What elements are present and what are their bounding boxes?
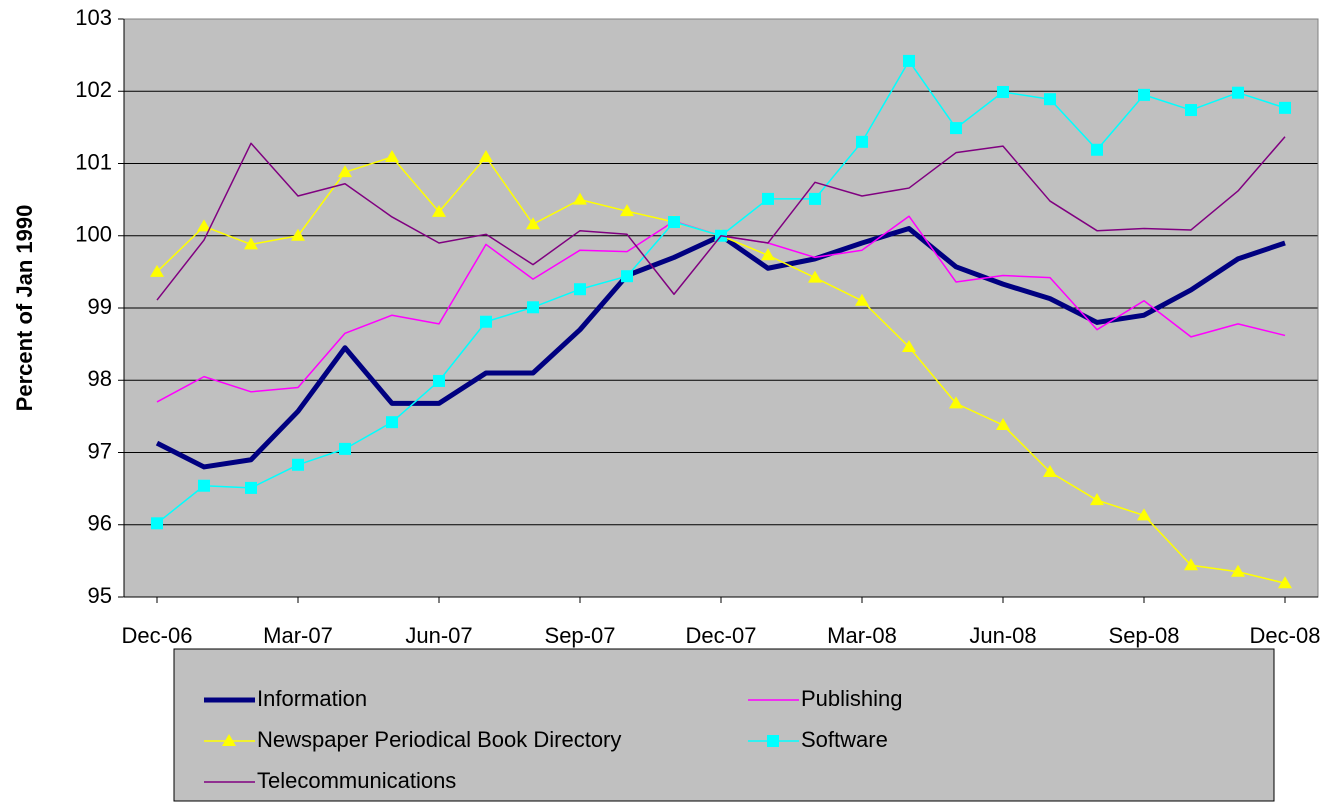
marker bbox=[1043, 465, 1057, 478]
marker bbox=[386, 416, 398, 429]
marker bbox=[198, 479, 210, 492]
x-tick-label: Dec-06 bbox=[122, 623, 193, 648]
x-tick-label: Sep-08 bbox=[1109, 623, 1180, 648]
marker bbox=[480, 315, 492, 328]
marker bbox=[762, 192, 774, 205]
marker bbox=[151, 517, 163, 530]
marker bbox=[668, 216, 680, 229]
x-tick-label: Dec-08 bbox=[1250, 623, 1321, 648]
marker bbox=[761, 248, 775, 261]
y-axis-label: Percent of Jan 1990 bbox=[12, 205, 37, 412]
marker bbox=[479, 149, 493, 162]
x-tick-label: Dec-07 bbox=[686, 623, 757, 648]
legend-label: Telecommunications bbox=[257, 768, 456, 793]
marker bbox=[222, 734, 236, 746]
y-tick-label: 95 bbox=[88, 583, 112, 608]
marker bbox=[245, 481, 257, 494]
x-tick-label: Sep-07 bbox=[545, 623, 616, 648]
y-tick-label: 101 bbox=[75, 149, 112, 174]
marker bbox=[1278, 576, 1292, 589]
legend-label: Newspaper Periodical Book Directory bbox=[257, 727, 621, 752]
y-tick-label: 98 bbox=[88, 366, 112, 391]
marker bbox=[950, 122, 962, 135]
y-tick-label: 102 bbox=[75, 77, 112, 102]
marker bbox=[527, 301, 539, 314]
y-tick-label: 103 bbox=[75, 5, 112, 30]
y-tick-label: 100 bbox=[75, 222, 112, 247]
marker bbox=[996, 418, 1010, 431]
x-tick-label: Jun-08 bbox=[969, 623, 1036, 648]
legend-box bbox=[173, 648, 1275, 802]
y-tick-label: 99 bbox=[88, 294, 112, 319]
y-tick-label: 96 bbox=[88, 511, 112, 536]
marker bbox=[292, 458, 304, 471]
marker bbox=[997, 85, 1009, 98]
legend-label: Software bbox=[801, 727, 888, 752]
marker bbox=[1279, 101, 1291, 114]
marker bbox=[1044, 93, 1056, 106]
marker bbox=[767, 735, 779, 747]
marker bbox=[1138, 88, 1150, 101]
x-tick-label: Jun-07 bbox=[405, 623, 472, 648]
marker bbox=[573, 192, 587, 205]
marker bbox=[856, 135, 868, 148]
marker bbox=[150, 264, 164, 277]
marker bbox=[197, 219, 211, 232]
marker bbox=[385, 149, 399, 162]
marker bbox=[855, 293, 869, 306]
marker bbox=[291, 228, 305, 241]
marker bbox=[949, 396, 963, 409]
marker bbox=[1232, 86, 1244, 99]
series-line bbox=[156, 136, 1286, 301]
marker bbox=[902, 340, 916, 353]
marker bbox=[1231, 564, 1245, 577]
marker bbox=[574, 283, 586, 296]
marker bbox=[808, 270, 822, 283]
marker bbox=[1137, 508, 1151, 521]
marker bbox=[903, 54, 915, 67]
x-tick-label: Mar-08 bbox=[827, 623, 897, 648]
marker bbox=[338, 165, 352, 178]
y-tick-label: 97 bbox=[88, 438, 112, 463]
legend-label: Information bbox=[257, 686, 367, 711]
marker bbox=[1185, 104, 1197, 117]
marker bbox=[621, 270, 633, 283]
marker bbox=[433, 374, 445, 387]
marker bbox=[1090, 493, 1104, 506]
marker bbox=[432, 204, 446, 217]
marker bbox=[526, 217, 540, 230]
marker bbox=[244, 237, 258, 250]
marker bbox=[1091, 143, 1103, 156]
marker bbox=[339, 442, 351, 455]
marker bbox=[1184, 558, 1198, 571]
marker bbox=[809, 192, 821, 205]
x-tick-label: Mar-07 bbox=[263, 623, 333, 648]
marker bbox=[620, 204, 634, 217]
legend-label: Publishing bbox=[801, 686, 903, 711]
